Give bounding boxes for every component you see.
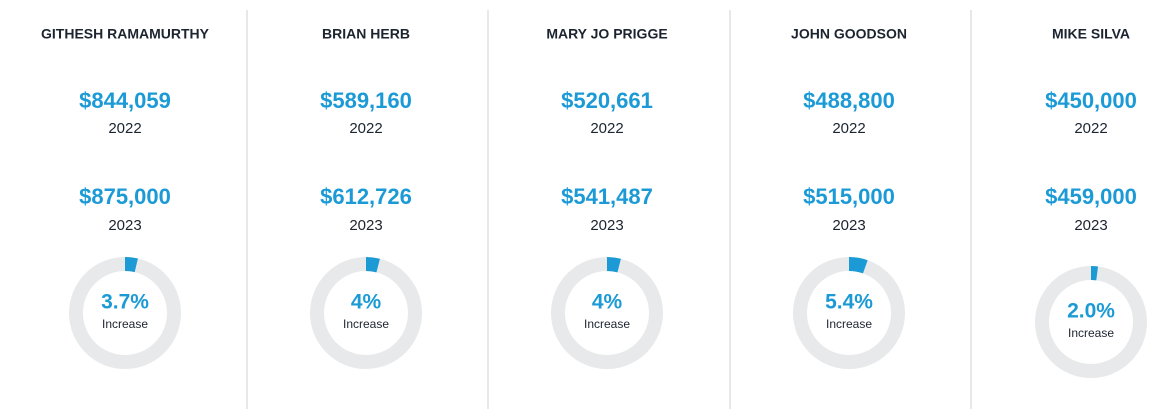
gauge-caption: Increase: [102, 317, 148, 331]
person-name: MIKE SILVA: [1052, 26, 1130, 42]
amount: $612,726: [320, 184, 412, 209]
year: 2023: [590, 217, 623, 234]
person-name: BRIAN HERB: [322, 26, 410, 42]
gauge-arc: [365, 257, 380, 273]
gauge-caption: Increase: [343, 317, 389, 331]
gauge-arc: [848, 257, 868, 274]
gauge-arc: [124, 257, 138, 273]
gauge-percent: 4%: [351, 291, 382, 314]
person-name: JOHN GOODSON: [791, 26, 907, 42]
amount: $450,000: [1045, 88, 1137, 113]
gauge-percent: 2.0%: [1067, 300, 1115, 323]
amount: $515,000: [803, 184, 895, 209]
gauge-caption: Increase: [826, 317, 872, 331]
year: 2022: [349, 120, 382, 137]
year: 2022: [832, 120, 865, 137]
gauge-arc: [606, 257, 621, 273]
amount: $589,160: [320, 88, 412, 113]
person-name: MARY JO PRIGGE: [546, 26, 667, 42]
year: 2023: [1074, 217, 1107, 234]
gauge-percent: 4%: [592, 291, 623, 314]
gauge-percent: 5.4%: [825, 291, 873, 314]
gauge-caption: Increase: [584, 317, 630, 331]
year: 2023: [108, 217, 141, 234]
year: 2022: [1074, 120, 1107, 137]
amount: $520,661: [561, 88, 653, 113]
gauge-caption: Increase: [1068, 326, 1114, 340]
amount: $541,487: [561, 184, 653, 209]
amount: $488,800: [803, 88, 895, 113]
year: 2023: [832, 217, 865, 234]
amount: $459,000: [1045, 184, 1137, 209]
amount: $844,059: [79, 88, 171, 113]
amount: $875,000: [79, 184, 171, 209]
year: 2022: [590, 120, 623, 137]
person-name: GITHESH RAMAMURTHY: [41, 26, 210, 42]
year: 2022: [108, 120, 141, 137]
gauge-percent: 3.7%: [101, 291, 149, 314]
year: 2023: [349, 217, 382, 234]
